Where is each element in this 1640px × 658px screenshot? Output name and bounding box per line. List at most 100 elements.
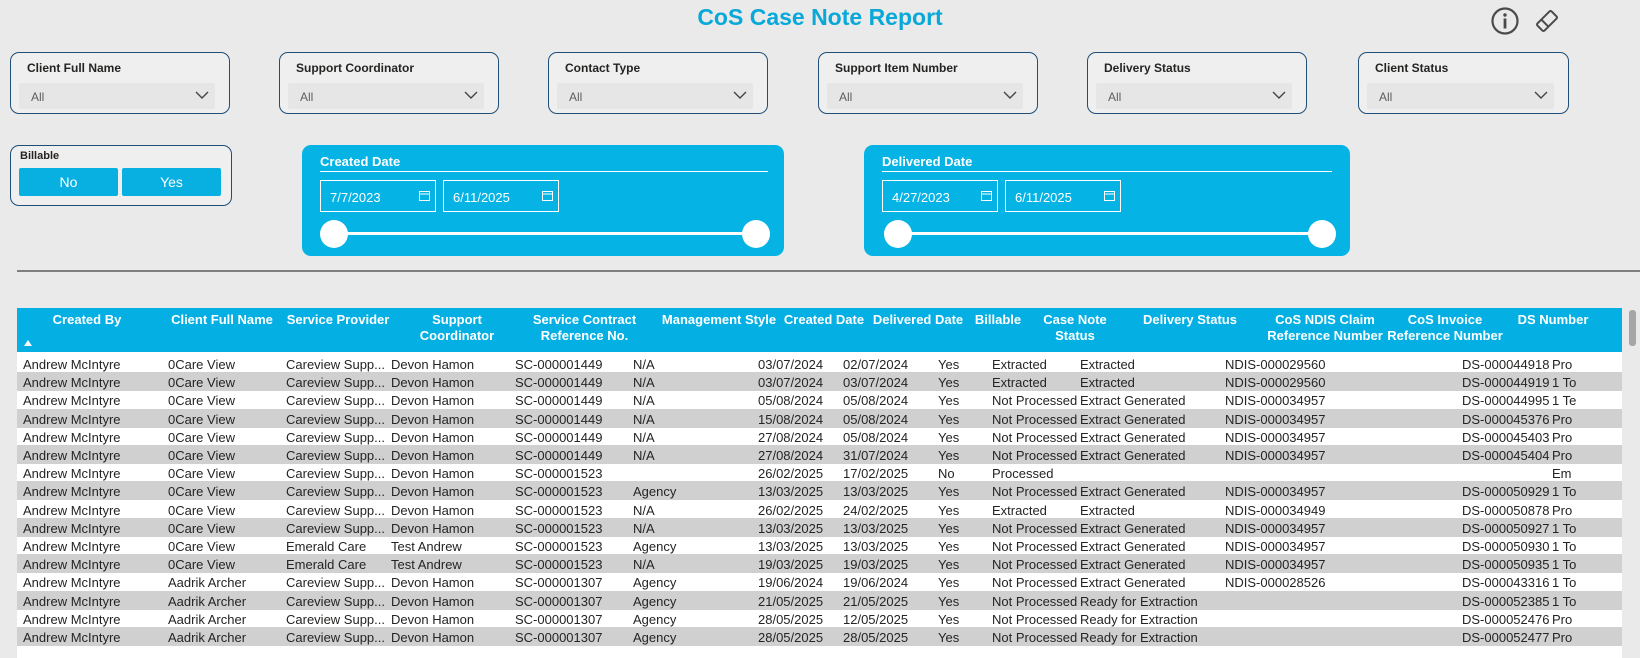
date-value: 6/11/2025 (453, 190, 510, 205)
column-header-billable[interactable]: Billable (974, 312, 1022, 327)
table-cell: Yes (938, 611, 960, 627)
table-cell: 1 Te (1552, 393, 1577, 409)
column-header-ndis-claim-ref[interactable]: CoS NDIS Claim Reference Number (1267, 312, 1383, 343)
table-cell: Extract Generated (1080, 393, 1186, 409)
table-row[interactable]: Andrew McIntyre Aadrik Archer Careview Sup… (17, 590, 1622, 610)
created-date-end-handle[interactable] (742, 220, 770, 248)
table-cell: Extract Generated (1080, 411, 1186, 427)
table-row[interactable]: Andrew McIntyre 0Care View Careview Supp..… (17, 445, 1622, 464)
calendar-icon[interactable] (981, 190, 992, 201)
table-cell: 1 To (1552, 575, 1577, 591)
column-header-client-full-name[interactable]: Client Full Name (171, 312, 273, 327)
support-item-number-dropdown[interactable]: All (827, 83, 1023, 109)
table-cell: Em (1552, 466, 1572, 482)
eraser-icon[interactable] (1532, 6, 1562, 36)
support-coordinator-dropdown[interactable]: All (288, 83, 484, 109)
table-cell: Andrew McIntyre (23, 593, 121, 609)
created-date-label: Created Date (320, 154, 401, 169)
column-header-management-style[interactable]: Management Style (661, 312, 777, 327)
table-cell: Careview Supp... (286, 611, 385, 627)
calendar-icon[interactable] (1104, 190, 1115, 201)
table-cell: 0Care View (168, 375, 235, 391)
table-cell: 1 To (1552, 593, 1577, 609)
table-cell: Andrew McIntyre (23, 520, 121, 536)
table-cell: N/A (633, 375, 655, 391)
table-cell: Yes (938, 357, 960, 372)
table-row[interactable]: Andrew McIntyre 0Care View Emerald Care Tes… (17, 554, 1622, 574)
filter-client-full-name: Client Full Name All (10, 52, 230, 114)
delivered-date-start-handle[interactable] (884, 220, 912, 248)
table-cell: Careview Supp... (286, 520, 385, 536)
date-value: 4/27/2023 (892, 190, 950, 205)
chevron-down-icon (464, 91, 478, 99)
table-row[interactable]: Andrew McIntyre 0Care View Careview Supp..… (17, 500, 1622, 519)
delivered-date-end-input[interactable]: 6/11/2025 (1005, 180, 1121, 212)
table-row[interactable]: Andrew McIntyre 0Care View Careview Supp..… (17, 408, 1622, 428)
table-row[interactable]: Andrew McIntyre 0Care View Emerald Care Tes… (17, 536, 1622, 555)
column-header-case-note-status[interactable]: Case Note Status (1043, 312, 1107, 343)
billable-no-button[interactable]: No (19, 168, 118, 196)
table-cell: Andrew McIntyre (23, 630, 121, 645)
table-row[interactable]: Andrew McIntyre Aadrik Archer Careview Sup… (17, 609, 1622, 628)
billable-yes-button[interactable]: Yes (122, 168, 221, 196)
table-cell: Test Andrew (391, 539, 462, 554)
column-header-created-date[interactable]: Created Date (783, 312, 865, 327)
delivered-date-end-handle[interactable] (1308, 220, 1336, 248)
column-header-ds-number[interactable]: DS Number (1517, 312, 1589, 327)
delivered-date-start-input[interactable]: 4/27/2023 (882, 180, 998, 212)
delivery-status-dropdown[interactable]: All (1096, 83, 1292, 109)
calendar-icon[interactable] (419, 190, 430, 201)
scrollbar-thumb[interactable] (1629, 310, 1636, 346)
table-cell: 28/05/2025 (758, 611, 824, 627)
divider (320, 171, 768, 172)
created-date-start-handle[interactable] (320, 220, 348, 248)
table-cell: 03/07/2024 (843, 375, 909, 391)
table-cell: 1 To (1552, 539, 1577, 554)
table-cell: Pro (1552, 611, 1573, 627)
info-icon[interactable] (1490, 6, 1520, 36)
table-cell: Careview Supp... (286, 411, 385, 427)
column-header-support-coordinator[interactable]: Support Coordinator (419, 312, 495, 343)
table-row[interactable]: Andrew McIntyre Aadrik Archer Careview Sup… (17, 627, 1622, 646)
table-cell: N/A (633, 411, 655, 427)
chevron-down-icon (1534, 91, 1548, 99)
section-divider (17, 270, 1640, 272)
table-row[interactable]: Andrew McIntyre 0Care View Careview Supp..… (17, 481, 1622, 501)
date-value: 7/7/2023 (330, 190, 381, 205)
table-row[interactable]: Andrew McIntyre 0Care View Careview Supp..… (17, 390, 1622, 409)
table-row[interactable]: Andrew McIntyre Aadrik Archer Careview Sup… (17, 572, 1622, 591)
calendar-icon[interactable] (542, 190, 553, 201)
table-cell: Devon Hamon (391, 484, 475, 500)
filter-delivery-status: Delivery Status All (1087, 52, 1307, 114)
table-cell: Careview Supp... (286, 484, 385, 500)
column-header-delivery-status[interactable]: Delivery Status (1143, 312, 1237, 327)
created-date-slider-track[interactable] (334, 232, 758, 235)
table-row[interactable]: Andrew McIntyre 0Care View Careview Supp..… (17, 372, 1622, 392)
column-header-service-provider[interactable]: Service Provider (286, 312, 390, 327)
table-cell: Careview Supp... (286, 575, 385, 591)
table-row[interactable]: Andrew McIntyre 0Care View Careview Supp..… (17, 463, 1622, 482)
table-cell: Andrew McIntyre (23, 429, 121, 445)
client-full-name-dropdown[interactable]: All (19, 83, 215, 109)
table-cell: Careview Supp... (286, 429, 385, 445)
dropdown-value: All (31, 90, 45, 104)
table-cell: 0Care View (168, 539, 235, 554)
case-note-table: Created By Client Full Name Service Prov… (17, 308, 1640, 658)
column-header-delivered-date[interactable]: Delivered Date (872, 312, 964, 327)
vertical-scrollbar[interactable] (1622, 308, 1640, 658)
sort-ascending-icon[interactable] (24, 340, 32, 346)
contact-type-dropdown[interactable]: All (557, 83, 753, 109)
table-cell: NDIS-000034957 (1225, 393, 1326, 409)
created-date-end-input[interactable]: 6/11/2025 (443, 180, 559, 212)
table-row[interactable]: Andrew McIntyre 0Care View Careview Supp..… (17, 354, 1622, 373)
client-status-dropdown[interactable]: All (1367, 83, 1554, 109)
table-cell: 19/03/2025 (758, 557, 824, 573)
table-cell: Extracted (992, 502, 1047, 518)
column-header-service-contract-ref[interactable]: Service Contract Reference No. (532, 312, 637, 343)
delivered-date-slider-track[interactable] (896, 232, 1324, 235)
created-date-start-input[interactable]: 7/7/2023 (320, 180, 436, 212)
table-row[interactable]: Andrew McIntyre 0Care View Careview Supp..… (17, 517, 1622, 537)
table-row[interactable]: Andrew McIntyre 0Care View Careview Supp..… (17, 427, 1622, 446)
column-header-invoice-ref[interactable]: CoS Invoice Reference Number (1387, 312, 1503, 343)
column-header-created-by[interactable]: Created By (52, 312, 122, 327)
